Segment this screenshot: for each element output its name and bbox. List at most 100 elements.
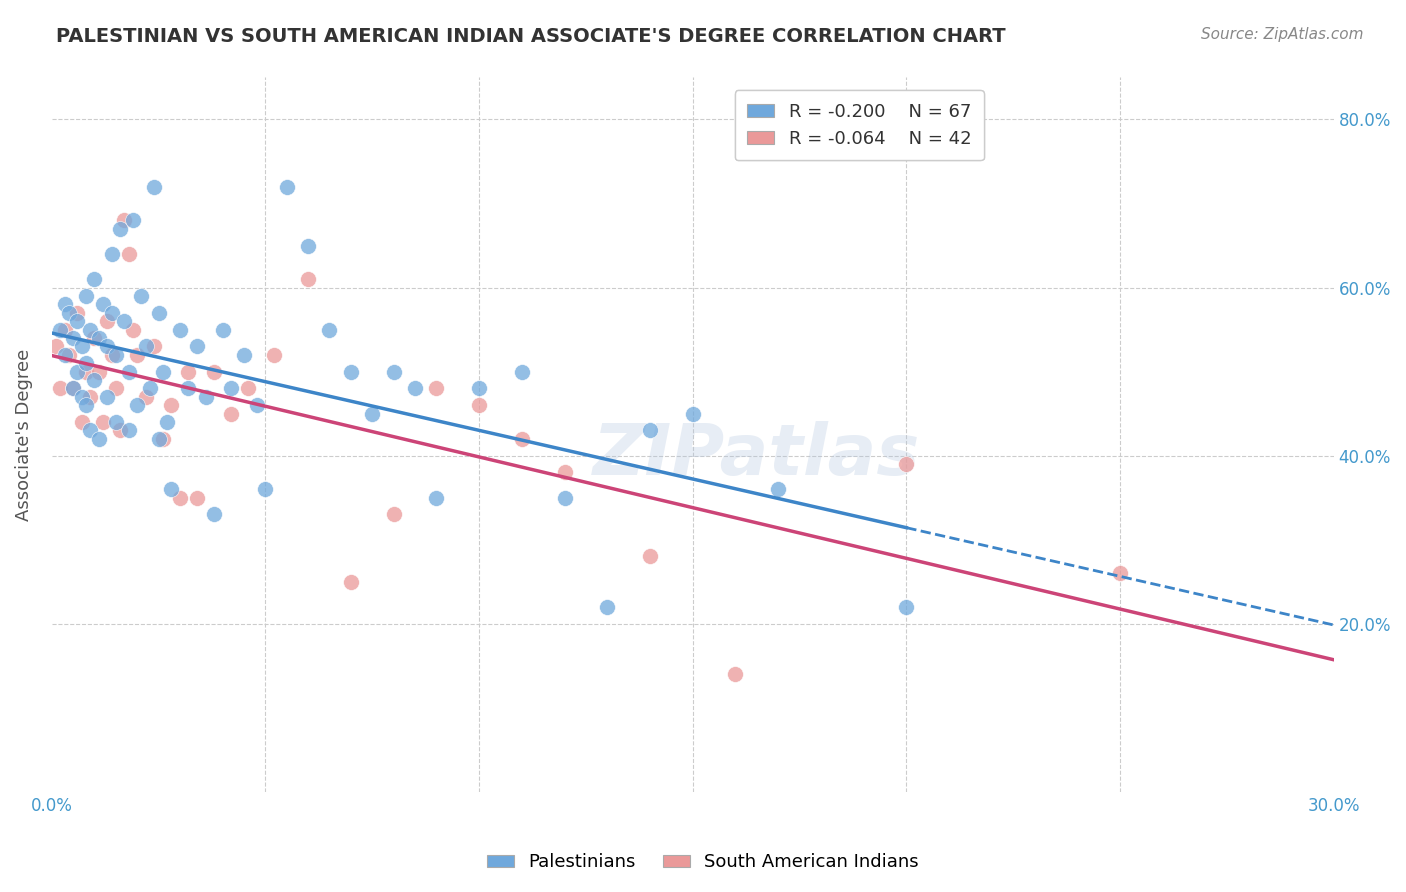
Point	[169, 491, 191, 505]
Point	[186, 491, 208, 505]
Point	[425, 381, 447, 395]
Point	[91, 415, 114, 429]
Point	[233, 348, 256, 362]
Point	[118, 423, 141, 437]
Point	[49, 381, 72, 395]
Point	[382, 508, 405, 522]
Point	[75, 398, 97, 412]
Point	[122, 213, 145, 227]
Point	[510, 365, 533, 379]
Point	[156, 415, 179, 429]
Point	[127, 348, 149, 362]
Point	[131, 289, 153, 303]
Point	[297, 272, 319, 286]
Point	[177, 365, 200, 379]
Point	[83, 272, 105, 286]
Point	[87, 432, 110, 446]
Point	[194, 390, 217, 404]
Point	[62, 331, 84, 345]
Point	[70, 390, 93, 404]
Point	[83, 331, 105, 345]
Point	[104, 415, 127, 429]
Point	[49, 322, 72, 336]
Point	[340, 574, 363, 589]
Point	[638, 423, 661, 437]
Point	[62, 381, 84, 395]
Point	[276, 179, 298, 194]
Point	[219, 407, 242, 421]
Point	[100, 247, 122, 261]
Point	[238, 381, 260, 395]
Point	[468, 398, 491, 412]
Point	[246, 398, 269, 412]
Text: PALESTINIAN VS SOUTH AMERICAN INDIAN ASSOCIATE'S DEGREE CORRELATION CHART: PALESTINIAN VS SOUTH AMERICAN INDIAN ASS…	[56, 27, 1005, 45]
Point	[896, 457, 918, 471]
Point	[263, 348, 285, 362]
Point	[202, 365, 225, 379]
Point	[169, 322, 191, 336]
Point	[143, 339, 166, 353]
Point	[96, 339, 118, 353]
Point	[177, 381, 200, 395]
Point	[340, 365, 363, 379]
Point	[638, 549, 661, 564]
Point	[202, 508, 225, 522]
Point	[104, 381, 127, 395]
Point	[62, 381, 84, 395]
Point	[135, 390, 157, 404]
Point	[91, 297, 114, 311]
Point	[510, 432, 533, 446]
Point	[682, 407, 704, 421]
Point	[66, 306, 89, 320]
Point	[254, 482, 277, 496]
Point	[361, 407, 384, 421]
Legend: R = -0.200    N = 67, R = -0.064    N = 42: R = -0.200 N = 67, R = -0.064 N = 42	[734, 90, 984, 161]
Point	[108, 221, 131, 235]
Point	[53, 322, 76, 336]
Point	[58, 306, 80, 320]
Point	[127, 398, 149, 412]
Point	[297, 238, 319, 252]
Point	[75, 356, 97, 370]
Point	[160, 482, 183, 496]
Point	[75, 289, 97, 303]
Point	[108, 423, 131, 437]
Point	[79, 423, 101, 437]
Point	[896, 599, 918, 614]
Point	[70, 339, 93, 353]
Point	[382, 365, 405, 379]
Point	[160, 398, 183, 412]
Point	[79, 322, 101, 336]
Point	[724, 667, 747, 681]
Point	[152, 432, 174, 446]
Point	[468, 381, 491, 395]
Point	[83, 373, 105, 387]
Text: Source: ZipAtlas.com: Source: ZipAtlas.com	[1201, 27, 1364, 42]
Point	[211, 322, 233, 336]
Point	[100, 348, 122, 362]
Point	[66, 314, 89, 328]
Point	[553, 491, 575, 505]
Point	[425, 491, 447, 505]
Point	[79, 390, 101, 404]
Point	[112, 314, 135, 328]
Point	[404, 381, 426, 395]
Y-axis label: Associate's Degree: Associate's Degree	[15, 349, 32, 521]
Point	[96, 314, 118, 328]
Point	[148, 432, 170, 446]
Point	[766, 482, 789, 496]
Point	[152, 365, 174, 379]
Point	[75, 365, 97, 379]
Point	[58, 348, 80, 362]
Point	[70, 415, 93, 429]
Point	[118, 365, 141, 379]
Point	[100, 306, 122, 320]
Point	[104, 348, 127, 362]
Text: ZIPatlas: ZIPatlas	[593, 422, 921, 491]
Point	[553, 466, 575, 480]
Point	[45, 339, 67, 353]
Point	[139, 381, 162, 395]
Point	[143, 179, 166, 194]
Point	[186, 339, 208, 353]
Point	[1109, 566, 1132, 581]
